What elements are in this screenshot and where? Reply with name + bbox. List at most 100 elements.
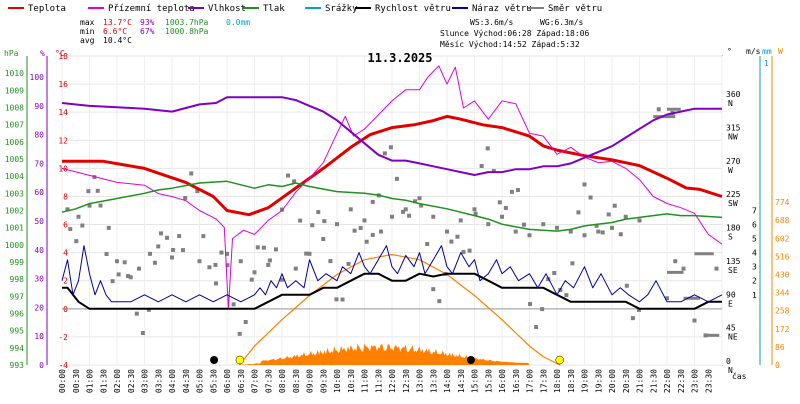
axis-tick-time: 16:00 [498, 369, 507, 393]
legend-label: Tlak [263, 4, 285, 14]
moon-event-marker [210, 356, 219, 364]
wind-direction-point [491, 169, 496, 174]
axis-label-time: čas [732, 371, 747, 381]
stat-label: max [80, 18, 95, 27]
wind-direction-point [189, 171, 194, 176]
wind-direction-point [298, 218, 303, 223]
sun-event-marker [555, 355, 564, 365]
wind-direction-point [273, 247, 278, 252]
axis-tick-wind: 7 [752, 207, 757, 216]
wind-direction-point [86, 189, 91, 194]
wind-direction-point [485, 146, 490, 151]
wind-direction-point [159, 231, 163, 236]
axis-tick-humidity: 80 [34, 131, 44, 140]
legend-label: Rychlost větru [375, 4, 451, 14]
solar-radiation-area [227, 343, 530, 365]
wind-direction-point [594, 223, 599, 228]
wind-direction-point [106, 225, 111, 230]
wind-direction-point [407, 213, 412, 218]
axis-tick-pressure: 998 [10, 275, 25, 284]
wind-direction-point [431, 287, 436, 292]
axis-tick-humidity: 70 [34, 159, 44, 168]
wind-direction-point [116, 272, 121, 277]
axis-tick-time: 04:30 [182, 369, 191, 393]
stat-temperature: 10.4°C [103, 36, 132, 45]
wind-direction-point [472, 207, 477, 212]
wind-direction-point [513, 229, 518, 234]
wind-direction-point [98, 203, 103, 208]
axis-tick-pressure: 996 [10, 310, 25, 319]
wind-direction-point [152, 260, 157, 265]
axis-tick-direction-name: N [728, 366, 733, 375]
axis-tick-pressure: 1005 [5, 155, 24, 164]
wind-direction-point [110, 279, 115, 284]
wind-direction-point [582, 233, 587, 238]
axis-tick-temperature: 4 [63, 249, 68, 258]
wind-direction-point [95, 188, 100, 193]
axis-tick-time: 07:00 [251, 369, 260, 393]
wind-direction-point [68, 227, 73, 232]
wind-direction-point [390, 214, 394, 219]
wind-direction-point [473, 211, 478, 216]
wind-direction-point [310, 223, 315, 228]
wind-direction-point [316, 210, 321, 215]
wind-direction-point [576, 210, 581, 215]
series-náraz-větru [61, 245, 723, 303]
wind-direction-point [623, 214, 628, 219]
axis-tick-humidity: 60 [34, 188, 44, 197]
wind-direction-point [322, 219, 327, 224]
axis-tick-time: 22:30 [677, 369, 686, 393]
wind-direction-point [104, 252, 109, 257]
axis-tick-humidity: 0 [39, 361, 44, 370]
axis-tick-time: 19:30 [594, 369, 603, 393]
wind-direction-point [146, 307, 151, 312]
axis-tick-wind: 5 [752, 235, 757, 244]
stat-label: avg [80, 36, 95, 45]
series-rychlost-větru [62, 272, 722, 310]
axis-tick-rain: 1 [764, 59, 769, 68]
axis-unit-wind: m/s [746, 47, 761, 56]
wind-direction-point [255, 245, 260, 250]
wind-direction-point [197, 259, 202, 264]
axis-tick-pressure: 994 [10, 344, 25, 353]
wind-direction-point [417, 196, 422, 201]
wind-direction-point [568, 229, 573, 234]
stat-pressure: 1000.8hPa [165, 27, 209, 36]
wind-direction-point [413, 199, 418, 204]
wind-direction-point [624, 283, 629, 288]
wind-direction-point [500, 214, 504, 219]
wind-direction-point [564, 293, 569, 298]
axis-tick-time: 20:00 [608, 369, 617, 393]
wind-direction-point [681, 266, 686, 271]
axis-tick-time: 15:30 [484, 369, 493, 393]
info-wind-speed: WS:3.6m/s [470, 18, 514, 27]
stat-temperature: 13.7°C [103, 18, 132, 27]
axis-tick-humidity: 50 [34, 217, 44, 226]
axis-tick-solar: 0 [775, 361, 780, 370]
wind-direction-point [321, 236, 326, 241]
axis-tick-temperature: 12 [58, 136, 68, 145]
wind-direction-point [461, 249, 466, 254]
wind-direction-point [388, 145, 393, 150]
wind-direction-point [340, 297, 345, 302]
wind-direction-point [214, 281, 218, 286]
wind-direction-point [665, 296, 669, 301]
axis-tick-solar: 86 [775, 343, 785, 352]
wind-direction-point [555, 225, 559, 230]
wind-direction-point [115, 259, 119, 264]
wind-direction-point [171, 247, 176, 252]
axis-tick-solar: 430 [775, 270, 790, 279]
info-wind-gust: WG:6.3m/s [540, 18, 584, 27]
axis-tick-time: 12:00 [388, 369, 397, 393]
axis-tick-direction-name: SW [728, 199, 738, 208]
axis-tick-direction-name: SE [728, 266, 738, 275]
wind-direction-point [346, 261, 351, 266]
wind-direction-point [243, 320, 248, 325]
axis-tick-pressure: 993 [10, 361, 25, 370]
axis-tick-time: 18:00 [553, 369, 562, 393]
axis-tick-pressure: 1002 [5, 207, 24, 216]
wind-direction-point [637, 218, 642, 223]
wind-direction-point [534, 324, 539, 329]
wind-direction-point [522, 222, 526, 227]
wind-direction-point [600, 230, 605, 235]
